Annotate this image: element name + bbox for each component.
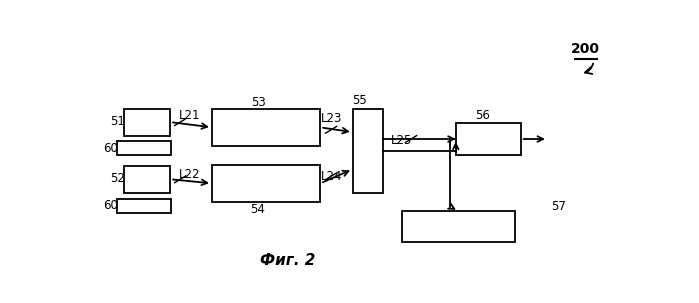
Text: 52: 52	[110, 172, 124, 185]
Text: L25: L25	[391, 134, 412, 147]
Bar	[212, 109, 320, 146]
Text: 54: 54	[250, 202, 266, 215]
Bar	[117, 198, 171, 212]
FancyArrowPatch shape	[585, 64, 593, 74]
Text: 51: 51	[110, 115, 124, 128]
Bar	[124, 109, 171, 135]
Text: 57: 57	[552, 200, 566, 213]
Text: 60: 60	[103, 142, 117, 155]
Text: Фиг. 2: Фиг. 2	[260, 253, 315, 268]
Bar	[353, 109, 382, 193]
Bar	[401, 211, 515, 242]
Text: 53: 53	[251, 96, 266, 109]
Bar	[212, 165, 320, 202]
Bar	[117, 141, 171, 155]
Text: 60: 60	[103, 199, 117, 212]
Text: 200: 200	[571, 42, 600, 56]
Text: L22: L22	[178, 168, 200, 181]
Text: L24: L24	[320, 170, 342, 183]
Text: 55: 55	[352, 94, 367, 107]
Bar	[456, 123, 521, 155]
Text: L21: L21	[178, 109, 200, 122]
Text: L23: L23	[320, 112, 342, 125]
Text: 56: 56	[475, 109, 490, 122]
Bar	[124, 166, 171, 193]
